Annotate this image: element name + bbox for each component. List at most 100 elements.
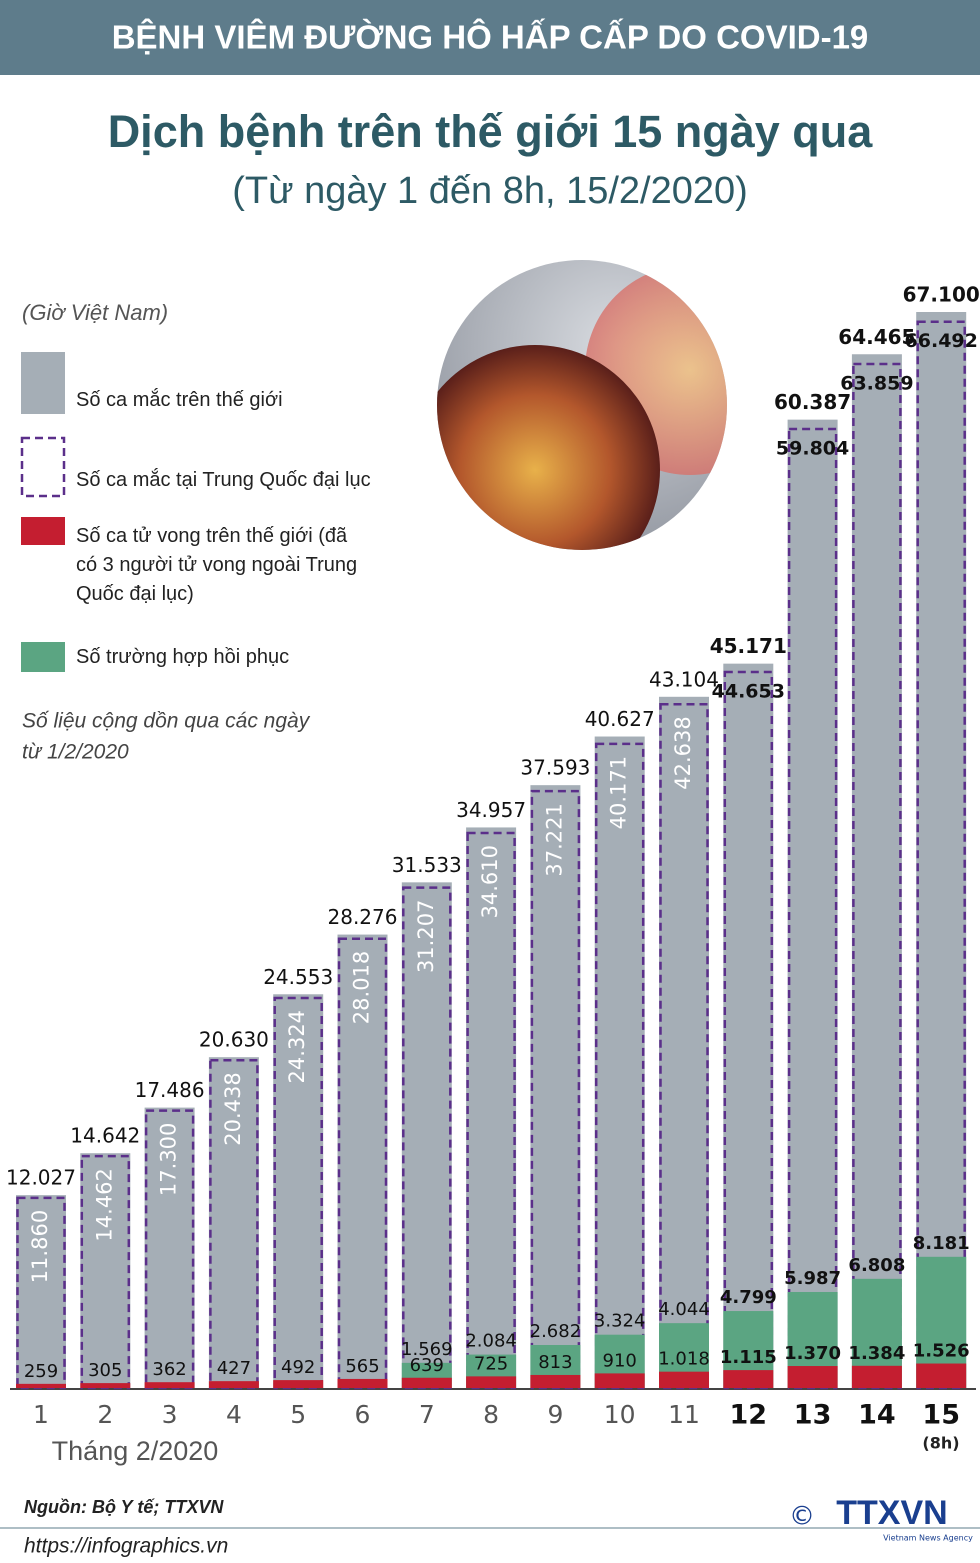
world-label: 24.553 [263, 965, 333, 989]
timezone-note: (Giờ Việt Nam) [22, 300, 168, 325]
world-bar [659, 696, 709, 1388]
legend-entry: Số ca mắc tại Trung Quốc đại lục [76, 469, 371, 491]
china-outline [594, 742, 645, 1390]
china-label: 37.221 [542, 803, 566, 876]
death-label: 492 [281, 1357, 315, 1378]
death-bar [916, 1363, 967, 1388]
china-label: 17.300 [157, 1123, 181, 1196]
recovered-label: 4.799 [720, 1287, 777, 1308]
death-bar [337, 1378, 388, 1388]
header-title: BỆNH VIÊM ĐƯỜNG HÔ HẤP CẤP DO COVID-19 [112, 18, 869, 56]
world-label: 37.593 [520, 756, 590, 780]
death-label: 813 [538, 1352, 572, 1373]
death-bar [208, 1381, 259, 1388]
x-tick-label: 10 [604, 1400, 636, 1429]
world-label: 20.630 [199, 1028, 269, 1052]
x-tick-label: 2 [97, 1400, 113, 1429]
world-label: 45.171 [710, 634, 787, 658]
death-label: 1.526 [913, 1341, 970, 1362]
china-label: 20.438 [221, 1072, 245, 1145]
china-label: 28.018 [350, 951, 374, 1024]
recovered-label: 5.987 [784, 1268, 841, 1289]
world-bar [787, 419, 838, 1389]
death-label: 427 [217, 1358, 251, 1379]
legend-entry: Số trường hợp hồi phục [76, 646, 290, 668]
virus-image [437, 260, 727, 550]
x-note: (8h) [922, 1434, 959, 1453]
death-bar [594, 1373, 645, 1388]
url: https://infographics.vn [24, 1535, 228, 1558]
death-label: 565 [345, 1356, 379, 1377]
x-tick-label: 8 [483, 1400, 499, 1429]
world-bar [337, 934, 388, 1388]
death-label: 259 [24, 1361, 58, 1382]
world-label: 28.276 [328, 905, 398, 929]
death-label: 1.370 [784, 1343, 841, 1364]
death-label: 362 [152, 1359, 186, 1380]
death-label: 1.384 [848, 1343, 905, 1364]
world-bar [208, 1057, 259, 1388]
world-label: 34.957 [456, 798, 526, 822]
world-label: 67.100 [903, 283, 980, 307]
china-label: 24.324 [285, 1010, 309, 1083]
china-label: 34.610 [478, 845, 502, 918]
death-label: 1.115 [720, 1347, 777, 1368]
world-bar [851, 354, 902, 1388]
x-tick-label: 7 [419, 1400, 435, 1429]
world-label: 31.533 [392, 853, 462, 877]
china-label: 63.859 [840, 372, 913, 394]
death-bar [723, 1370, 774, 1388]
china-outline [337, 937, 388, 1390]
death-bar [659, 1371, 709, 1388]
x-tick-label: 1 [33, 1400, 49, 1429]
logo: TTXVN [836, 1494, 947, 1532]
death-bar [16, 1383, 66, 1388]
china-outline [209, 1059, 259, 1390]
x-tick-label: 12 [730, 1400, 768, 1431]
world-bar [273, 994, 324, 1388]
china-label: 59.804 [776, 437, 849, 459]
world-label: 40.627 [585, 707, 655, 731]
death-bar [273, 1380, 324, 1388]
death-bar [80, 1383, 131, 1388]
chart-subtitle: (Từ ngày 1 đến 8h, 15/2/2020) [232, 170, 748, 212]
x-tick-label: 4 [226, 1400, 242, 1429]
x-tick-label: 5 [290, 1400, 306, 1429]
recovered-label: 2.084 [465, 1331, 517, 1352]
china-label: 14.462 [92, 1168, 116, 1241]
legend-swatch [20, 436, 66, 498]
death-label: 910 [603, 1350, 637, 1371]
world-bar [594, 736, 645, 1388]
world-bar [466, 827, 517, 1388]
world-bar [723, 663, 774, 1388]
world-label: 14.642 [70, 1124, 140, 1148]
recovered-label: 8.181 [913, 1233, 970, 1254]
recovered-label: 1.569 [401, 1339, 453, 1360]
death-bar [851, 1365, 902, 1388]
legend-swatch [21, 642, 65, 672]
legend-swatch [21, 517, 65, 545]
death-bar [530, 1374, 581, 1388]
death-bar [144, 1382, 195, 1388]
world-label: 12.027 [6, 1166, 76, 1190]
world-label: 17.486 [135, 1078, 205, 1102]
x-tick-label: 11 [668, 1400, 700, 1429]
death-label: 1.018 [658, 1349, 710, 1370]
x-tick-label: 6 [355, 1400, 371, 1429]
china-label: 44.653 [712, 680, 785, 702]
cumulative-note: Số liệu cộng dồn qua các ngày [22, 710, 311, 733]
china-outline [144, 1109, 195, 1390]
world-label: 43.104 [649, 667, 719, 691]
world-bar [530, 785, 581, 1388]
copyright: © [789, 1502, 815, 1532]
world-bar [80, 1153, 131, 1388]
recovered-label: 2.682 [530, 1321, 582, 1342]
world-bar [401, 882, 452, 1388]
world-label: 64.465 [838, 325, 915, 349]
death-bar [787, 1366, 838, 1388]
china-label: 42.638 [671, 716, 695, 789]
chart-title: Dịch bệnh trên thế giới 15 ngày qua [108, 106, 874, 157]
death-bar [466, 1376, 517, 1388]
